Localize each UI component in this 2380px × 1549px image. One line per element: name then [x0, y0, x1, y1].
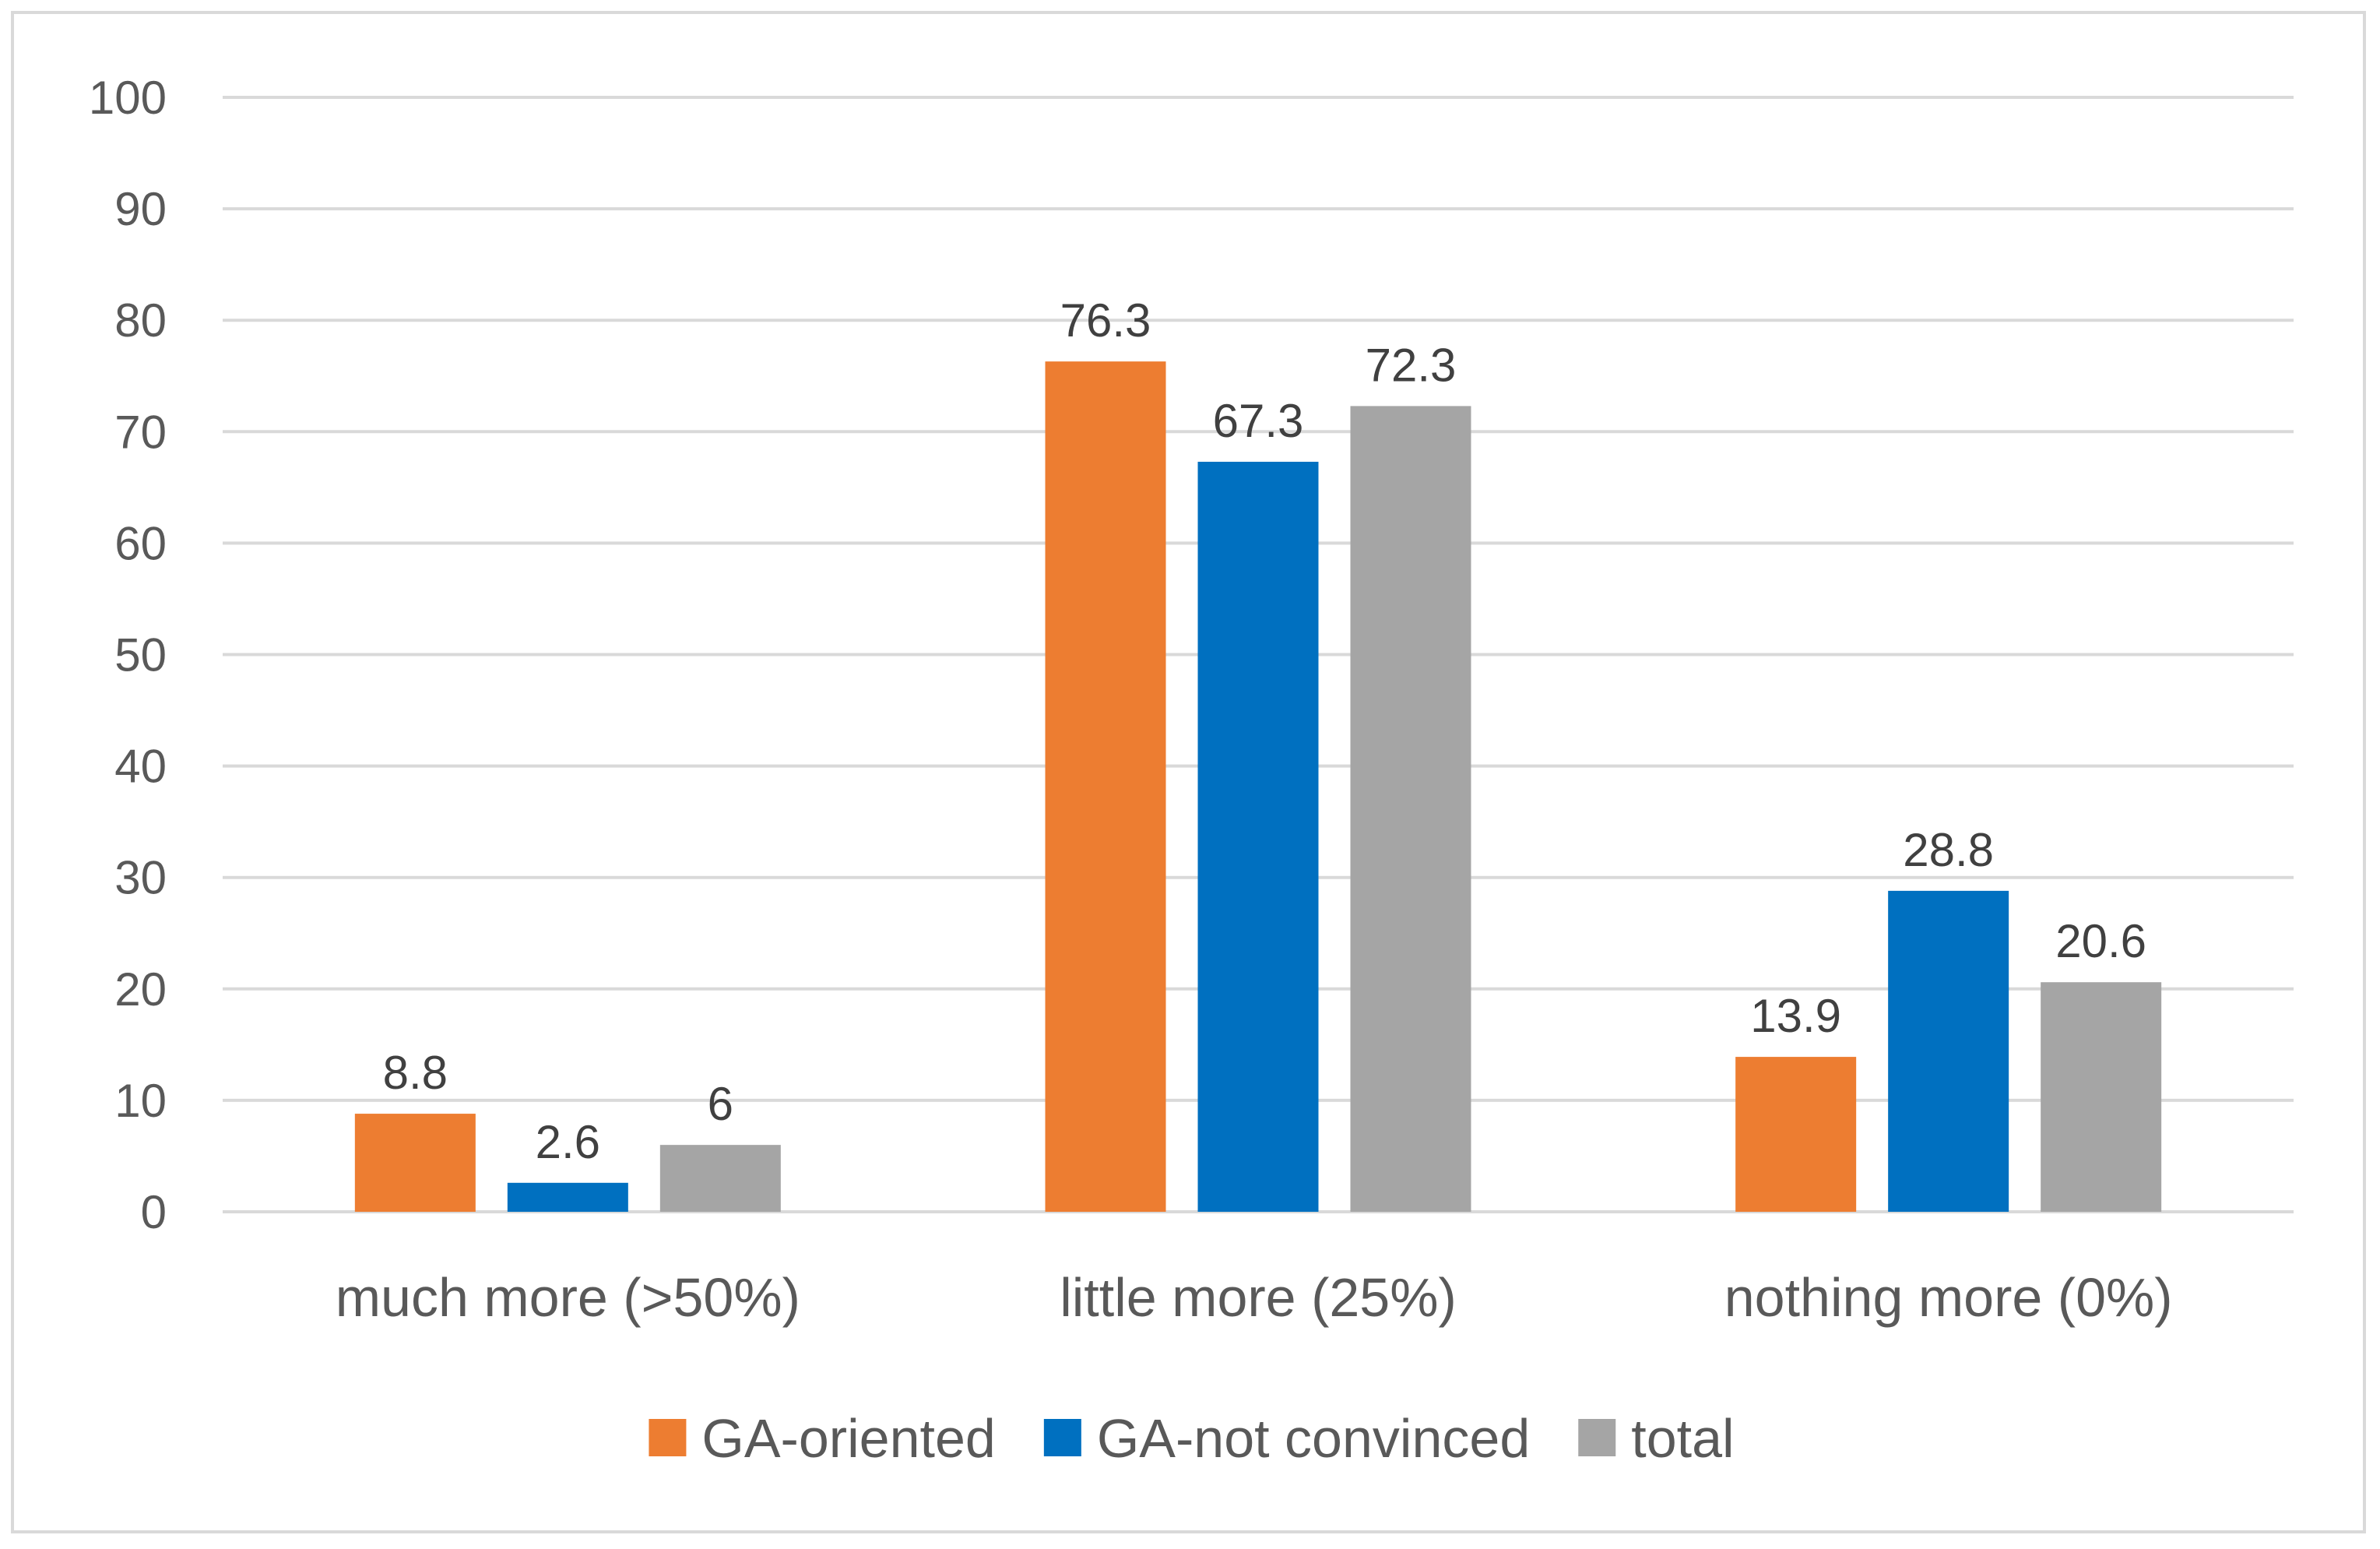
bar-layer — [354, 361, 2162, 1213]
bar-total-much-more-50 — [659, 1145, 781, 1212]
bar-ga-oriented-little-more-25 — [1045, 361, 1166, 1213]
y-tick-label-10: 10 — [114, 1075, 167, 1127]
data-label-ga-oriented-little-more-25: 76.3 — [1060, 294, 1151, 347]
bar-ga-not-convinced-much-more-50 — [507, 1182, 628, 1212]
category-label-much-more-50: much more (>50%) — [336, 1267, 800, 1328]
y-tick-label-90: 90 — [114, 183, 167, 235]
legend: GA-oriented GA-not convinced total — [649, 1408, 1735, 1469]
y-tick-label-60: 60 — [114, 517, 167, 569]
legend-label-total: total — [1631, 1408, 1734, 1469]
chart-frame: 0 10 20 30 40 50 60 70 80 90 100 8.8 2.6 6 76.3 67.3 72… — [11, 11, 2366, 1533]
data-label-total-little-more-25: 72.3 — [1366, 339, 1457, 391]
data-label-ga-oriented-nothing-more-0: 13.9 — [1750, 990, 1841, 1042]
y-tick-label-30: 30 — [114, 852, 167, 904]
data-label-ga-not-convinced-nothing-more-0: 28.8 — [1903, 824, 1994, 876]
data-label-ga-not-convinced-little-more-25: 67.3 — [1213, 395, 1304, 447]
data-label-total-nothing-more-0: 20.6 — [2055, 915, 2146, 967]
y-tick-label-70: 70 — [114, 406, 167, 458]
data-label-ga-oriented-much-more-50: 8.8 — [383, 1047, 448, 1099]
y-tick-label-0: 0 — [141, 1186, 167, 1238]
y-tick-label-100: 100 — [89, 72, 167, 124]
legend-label-ga-not-convinced: GA-not convinced — [1097, 1408, 1530, 1469]
legend-item-ga-not-convinced: GA-not convinced — [1043, 1408, 1530, 1469]
y-tick-label-50: 50 — [114, 629, 167, 681]
y-axis-tick-labels: 0 10 20 30 40 50 60 70 80 90 100 — [89, 72, 167, 1238]
bar-total-little-more-25 — [1350, 406, 1471, 1212]
chart-svg: 0 10 20 30 40 50 60 70 80 90 100 8.8 2.6 6 76.3 67.3 72… — [89, 72, 2294, 1469]
bar-ga-oriented-nothing-more-0 — [1735, 1057, 1857, 1212]
legend-swatch-ga-not-convinced — [1043, 1419, 1081, 1456]
legend-swatch-ga-oriented — [649, 1419, 687, 1456]
legend-item-total: total — [1578, 1408, 1735, 1469]
y-tick-label-20: 20 — [114, 963, 167, 1016]
legend-label-ga-oriented: GA-oriented — [701, 1408, 995, 1469]
x-axis-category-labels: much more (>50%) little more (25%) nothing… — [336, 1267, 2173, 1328]
bar-total-nothing-more-0 — [2041, 982, 2162, 1212]
legend-swatch-total — [1578, 1419, 1616, 1456]
legend-item-ga-oriented: GA-oriented — [649, 1408, 996, 1469]
y-tick-label-80: 80 — [114, 294, 167, 347]
data-label-total-much-more-50: 6 — [708, 1078, 733, 1130]
bar-ga-oriented-much-more-50 — [354, 1114, 476, 1212]
y-tick-label-40: 40 — [114, 741, 167, 793]
data-label-ga-not-convinced-much-more-50: 2.6 — [536, 1116, 600, 1168]
category-label-little-more-25: little more (25%) — [1060, 1267, 1457, 1328]
bar-ga-not-convinced-little-more-25 — [1197, 461, 1319, 1212]
data-labels: 8.8 2.6 6 76.3 67.3 72.3 13.9 28.8 20.6 — [383, 294, 2146, 1168]
category-label-nothing-more-0: nothing more (0%) — [1724, 1267, 2173, 1328]
bar-ga-not-convinced-nothing-more-0 — [1888, 890, 2009, 1212]
